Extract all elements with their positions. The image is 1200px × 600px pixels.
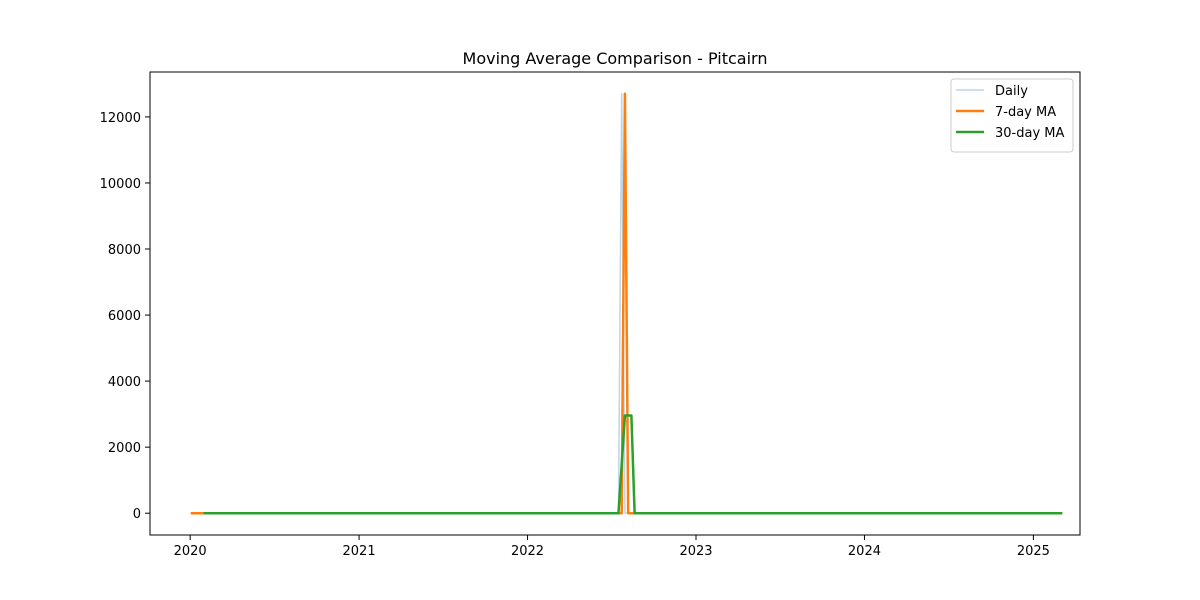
legend-label: 30-day MA [995, 126, 1064, 141]
y-tick-label: 2000 [108, 441, 141, 456]
y-tick-label: 4000 [108, 375, 141, 390]
legend: Daily 7-day MA 30-day MA [950, 78, 1074, 153]
x-tick-label: 2020 [174, 544, 207, 559]
y-axis: 0 2000 4000 6000 8000 10000 12000 [100, 111, 150, 522]
x-tick-label: 2023 [679, 544, 712, 559]
series-line-30-day-ma [203, 414, 1063, 515]
legend-label: 7-day MA [995, 105, 1056, 120]
plot-frame [149, 71, 1081, 536]
x-tick-label: 2021 [343, 544, 376, 559]
series-layer [190, 92, 1063, 515]
y-tick-label: 10000 [100, 177, 141, 192]
legend-box [950, 78, 1074, 153]
y-tick-label: 8000 [108, 243, 141, 258]
x-tick-label: 2024 [848, 544, 881, 559]
x-axis: 2020 2021 2022 2023 2024 2025 [174, 535, 1050, 559]
plot-area [149, 71, 1081, 536]
chart-title: Moving Average Comparison - Pitcairn [463, 49, 768, 68]
legend-label: Daily [995, 84, 1028, 99]
y-tick-label: 0 [133, 507, 141, 522]
x-tick-label: 2025 [1017, 544, 1050, 559]
y-tick-label: 12000 [100, 111, 141, 126]
plot-background [150, 72, 1080, 535]
y-tick-label: 6000 [108, 309, 141, 324]
x-tick-label: 2022 [511, 544, 544, 559]
